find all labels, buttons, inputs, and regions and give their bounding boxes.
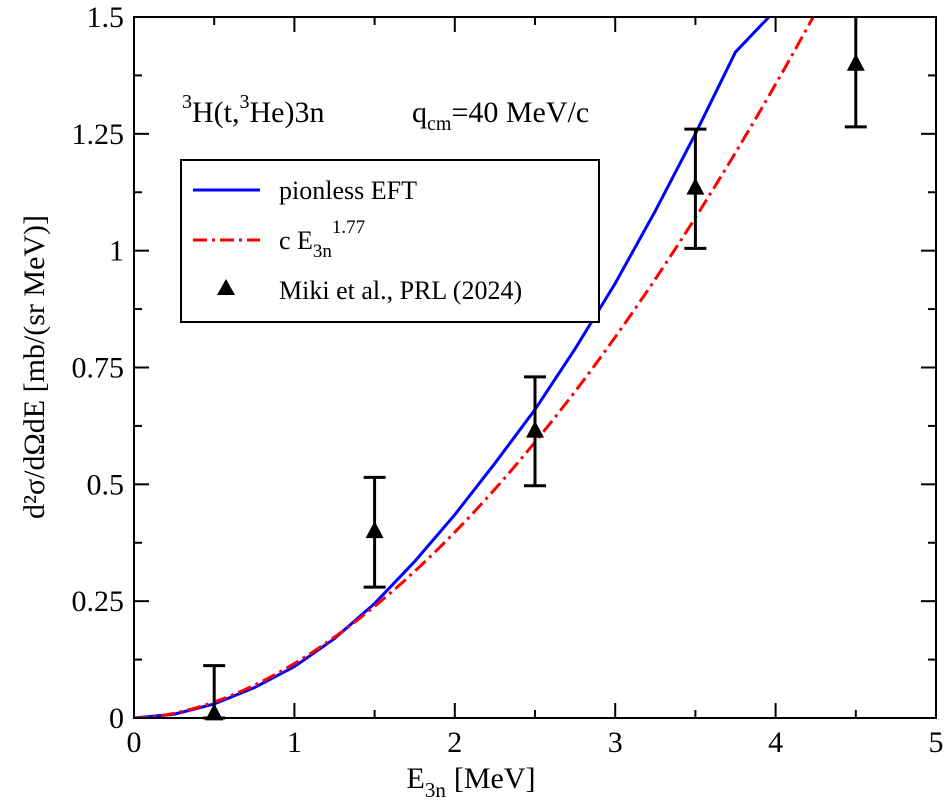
y-tick-label: 1.5 — [87, 1, 125, 34]
y-tick-label: 1 — [109, 235, 124, 268]
x-tick-label: 2 — [447, 726, 462, 759]
y-tick-label: 0.75 — [72, 352, 125, 385]
x-axis-title: E3n [MeV] — [407, 762, 536, 802]
data-point-marker — [365, 521, 384, 539]
x-tick-label: 5 — [929, 726, 944, 759]
legend-power-law-sub: 3n — [313, 241, 333, 262]
legend-power-law-main: c E — [279, 226, 313, 255]
reaction-sup-1: 3 — [182, 91, 192, 113]
legend-swatch-miki-data — [217, 279, 235, 295]
x-tick-label: 0 — [127, 726, 142, 759]
legend-label-power-law: c E3n 1.77 — [279, 217, 365, 262]
y-tick-label: 0.5 — [87, 468, 125, 501]
data-point-marker — [846, 53, 865, 71]
x-tick-label: 3 — [608, 726, 623, 759]
reaction-part-1: H(t, — [192, 96, 240, 129]
momentum-q: q — [412, 96, 427, 129]
legend: pionless EFT c E3n 1.77 Miki et al., PRL … — [180, 159, 600, 323]
marker-layer — [203, 17, 867, 721]
x-axis-title-sub: 3n — [425, 778, 447, 802]
data-point-marker — [526, 420, 544, 438]
tick-layer: 0 1 2 3 4 5 0 0.25 0.5 0.75 1 1.25 1.5 — [72, 1, 944, 759]
series-layer — [134, 17, 815, 718]
x-axis-title-main: E — [407, 762, 425, 795]
legend-label-miki-data: Miki et al., PRL (2024) — [279, 276, 522, 305]
reaction-sup-2: 3 — [240, 91, 250, 113]
momentum-sub: cm — [427, 113, 452, 135]
y-axis-title: d²σ/dΩdE [mb/(sr MeV)] — [18, 215, 51, 519]
y-tick-label: 0.25 — [72, 585, 125, 618]
x-tick-label: 1 — [287, 726, 302, 759]
momentum-annotation: qcm=40 MeV/c — [412, 96, 589, 135]
y-tick-label: 1.25 — [72, 118, 125, 151]
legend-power-law-sup: 1.77 — [332, 217, 365, 238]
series-line-power-law — [134, 17, 815, 718]
x-tick-label: 4 — [768, 726, 783, 759]
data-point-marker — [205, 703, 224, 721]
reaction-annotation: 3H(t,3He)3n — [182, 91, 324, 129]
momentum-value: =40 MeV/c — [451, 96, 589, 129]
series-line-pionless-eft — [134, 17, 771, 718]
x-axis-title-unit: [MeV] — [454, 762, 536, 795]
plot-frame — [133, 16, 937, 719]
reaction-part-2: He)3n — [250, 96, 325, 129]
legend-label-pionless-eft: pionless EFT — [279, 176, 417, 205]
y-tick-label: 0 — [109, 702, 124, 735]
data-point-marker — [686, 177, 705, 195]
